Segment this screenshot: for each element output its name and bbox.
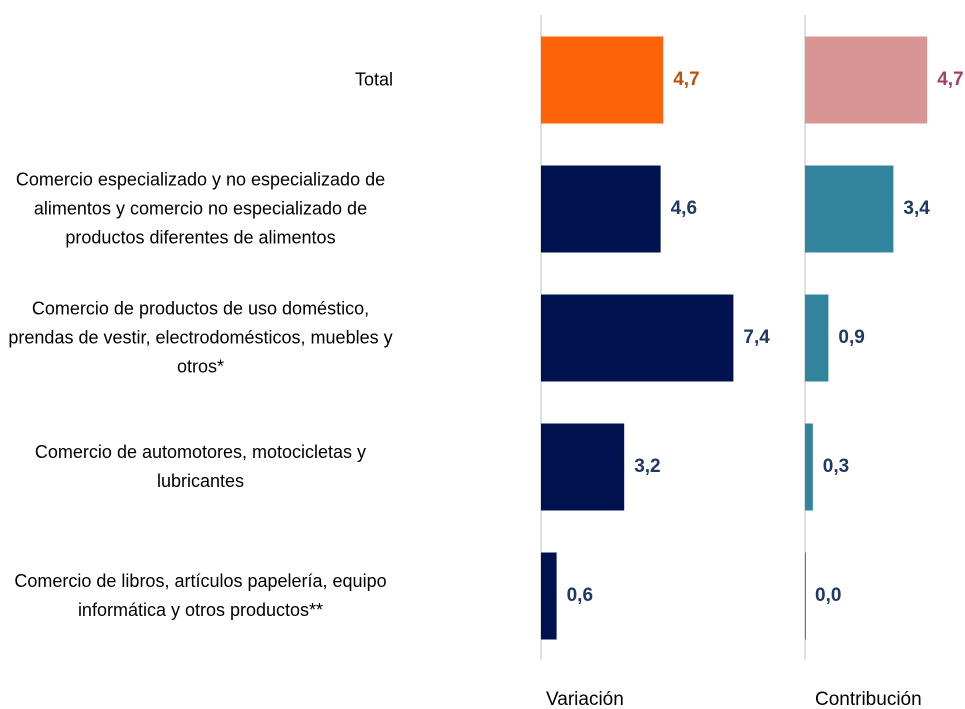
value-label: 3,4 bbox=[903, 198, 930, 219]
value-label: 0,9 bbox=[838, 327, 864, 348]
value-label: 7,4 bbox=[743, 327, 770, 348]
value-label: 3,2 bbox=[634, 456, 660, 477]
bar bbox=[805, 165, 894, 253]
value-label: 4,7 bbox=[673, 69, 699, 90]
value-label: 0,0 bbox=[815, 585, 841, 606]
bar bbox=[541, 552, 557, 640]
category-label: Comercio de productos de uso doméstico, … bbox=[8, 298, 393, 377]
category-label: Comercio de automotores, motocicletas y … bbox=[34, 442, 367, 491]
panel-label: Contribución bbox=[815, 689, 922, 709]
value-label: 4,6 bbox=[671, 198, 697, 219]
bar bbox=[805, 423, 813, 511]
bar bbox=[541, 423, 625, 511]
category-label: Comercio de libros, artículos papelería,… bbox=[14, 571, 387, 620]
value-label: 4,7 bbox=[937, 69, 963, 90]
category-label: Comercio especializado y no especializad… bbox=[15, 169, 386, 248]
category-label: Total bbox=[354, 69, 393, 90]
bar bbox=[541, 36, 664, 124]
panel-label: Variación bbox=[546, 689, 624, 709]
bar bbox=[805, 36, 928, 124]
bar bbox=[805, 552, 806, 640]
bar bbox=[541, 294, 734, 382]
bar bbox=[541, 165, 661, 253]
value-label: 0,6 bbox=[567, 585, 593, 606]
bar bbox=[805, 294, 829, 382]
value-label: 0,3 bbox=[823, 456, 849, 477]
